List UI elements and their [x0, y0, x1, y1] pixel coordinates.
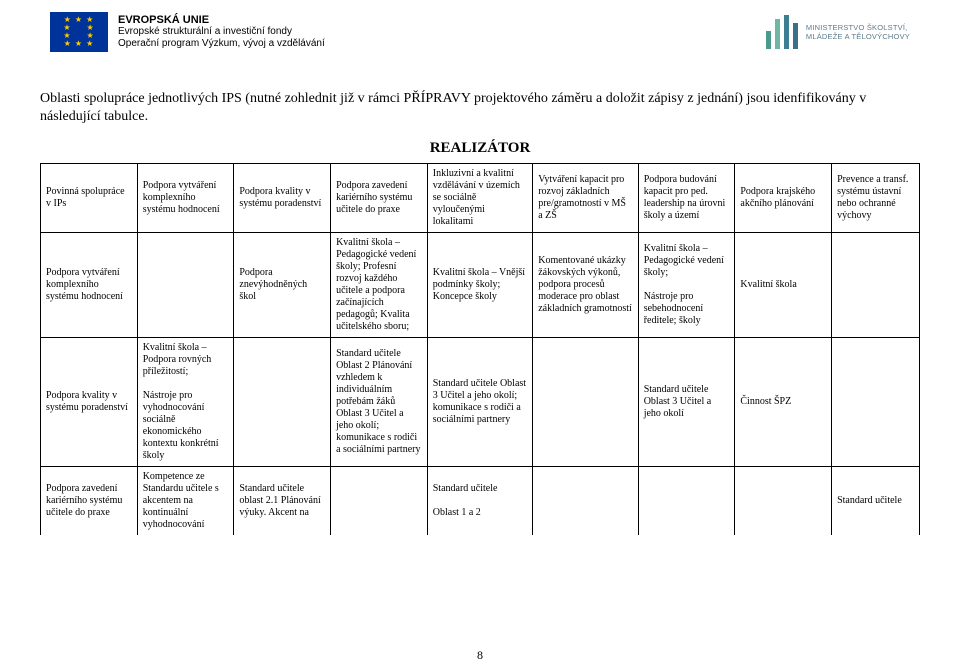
table-row: Podpora kvality v systému poradenství Kv… — [41, 338, 920, 467]
row3-c5 — [533, 467, 638, 536]
row3-stub: Podpora zavedení kariérního systému učit… — [41, 467, 138, 536]
page-number: 8 — [0, 648, 960, 663]
eu-flag-icon: ★ ★ ★★ ★★ ★★ ★ ★ — [50, 12, 108, 52]
row2-c6: Standard učitele Oblast 3 Učitel a jeho … — [638, 338, 735, 467]
cooperation-table: Povinná spolupráce v IPs Podpora vytváře… — [40, 163, 920, 535]
head-c3: Podpora zavedení kariérního systému učit… — [331, 164, 428, 233]
msmt-line2: MLÁDEŽE A TĚLOVÝCHOVY — [806, 32, 910, 41]
row1-c8 — [832, 233, 920, 338]
table-row: Podpora zavedení kariérního systému učit… — [41, 467, 920, 536]
head-c2: Podpora kvality v systému poradenství — [234, 164, 331, 233]
row3-c2: Standard učitele oblast 2.1 Plánování vý… — [234, 467, 331, 536]
row2-c5 — [533, 338, 638, 467]
head-c5: Vytváření kapacit pro rozvoj základních … — [533, 164, 638, 233]
row2-c7: Činnost ŠPZ — [735, 338, 832, 467]
row3-c3 — [331, 467, 428, 536]
head-c6: Podpora budování kapacit pro ped. leader… — [638, 164, 735, 233]
table-row: Podpora vytváření komplexního systému ho… — [41, 233, 920, 338]
row1-c7: Kvalitní škola — [735, 233, 832, 338]
msmt-bar-icon — [793, 23, 798, 49]
row1-c6: Kvalitní škola – Pedagogické vedení škol… — [638, 233, 735, 338]
row1-c4: Kvalitní škola – Vnější podmínky školy; … — [427, 233, 532, 338]
row3-c7 — [735, 467, 832, 536]
head-c1: Podpora vytváření komplexního systému ho… — [137, 164, 234, 233]
eu-stars-icon: ★ ★ ★★ ★★ ★★ ★ ★ — [63, 16, 94, 48]
row3-c1: Kompetence ze Standardu učitele s akcent… — [137, 467, 234, 536]
row2-c3: Standard učitele Oblast 2 Plánování vzhl… — [331, 338, 428, 467]
head-stub: Povinná spolupráce v IPs — [41, 164, 138, 233]
row1-stub: Podpora vytváření komplexního systému ho… — [41, 233, 138, 338]
row1-c2: Podpora znevýhodněných škol — [234, 233, 331, 338]
msmt-bar-icon — [766, 31, 771, 49]
row1-c5: Komentované ukázky žákovských výkonů, po… — [533, 233, 638, 338]
eu-text: EVROPSKÁ UNIE Evropské strukturální a in… — [118, 14, 325, 50]
row3-c8: Standard učitele — [832, 467, 920, 536]
msmt-logo-block: MINISTERSTVO ŠKOLSTVÍ, MLÁDEŽE A TĚLOVÝC… — [766, 15, 910, 49]
head-c8: Prevence a transf. systému ústavní nebo … — [832, 164, 920, 233]
msmt-bar-icon — [784, 15, 789, 49]
msmt-bar-icon — [775, 19, 780, 49]
head-c7: Podpora krajského akčního plánování — [735, 164, 832, 233]
header: ★ ★ ★★ ★★ ★★ ★ ★ EVROPSKÁ UNIE Evropské … — [50, 12, 910, 52]
content: Oblasti spolupráce jednotlivých IPS (nut… — [40, 90, 920, 535]
row1-c1 — [137, 233, 234, 338]
table-row: Povinná spolupráce v IPs Podpora vytváře… — [41, 164, 920, 233]
eu-line3: Operační program Výzkum, vývoj a vzděláv… — [118, 38, 325, 50]
row3-c6 — [638, 467, 735, 536]
msmt-text: MINISTERSTVO ŠKOLSTVÍ, MLÁDEŽE A TĚLOVÝC… — [806, 23, 910, 41]
msmt-logo-icon — [766, 15, 798, 49]
row1-c3: Kvalitní škola – Pedagogické vedení škol… — [331, 233, 428, 338]
row2-c1: Kvalitní škola – Podpora rovných příleži… — [137, 338, 234, 467]
row2-c4: Standard učitele Oblast 3 Učitel a jeho … — [427, 338, 532, 467]
eu-title: EVROPSKÁ UNIE — [118, 14, 325, 26]
eu-line2: Evropské strukturální a investiční fondy — [118, 26, 325, 38]
row2-stub: Podpora kvality v systému poradenství — [41, 338, 138, 467]
row3-c4: Standard učitele Oblast 1 a 2 — [427, 467, 532, 536]
eu-logo-block: ★ ★ ★★ ★★ ★★ ★ ★ EVROPSKÁ UNIE Evropské … — [50, 12, 325, 52]
realizator-heading: REALIZÁTOR — [40, 140, 920, 157]
msmt-line1: MINISTERSTVO ŠKOLSTVÍ, — [806, 23, 910, 32]
intro-paragraph: Oblasti spolupráce jednotlivých IPS (nut… — [40, 90, 920, 126]
head-c4: Inkluzivní a kvalitní vzdělávání v území… — [427, 164, 532, 233]
row2-c2 — [234, 338, 331, 467]
page: ★ ★ ★★ ★★ ★★ ★ ★ EVROPSKÁ UNIE Evropské … — [0, 0, 960, 671]
row2-c8 — [832, 338, 920, 467]
